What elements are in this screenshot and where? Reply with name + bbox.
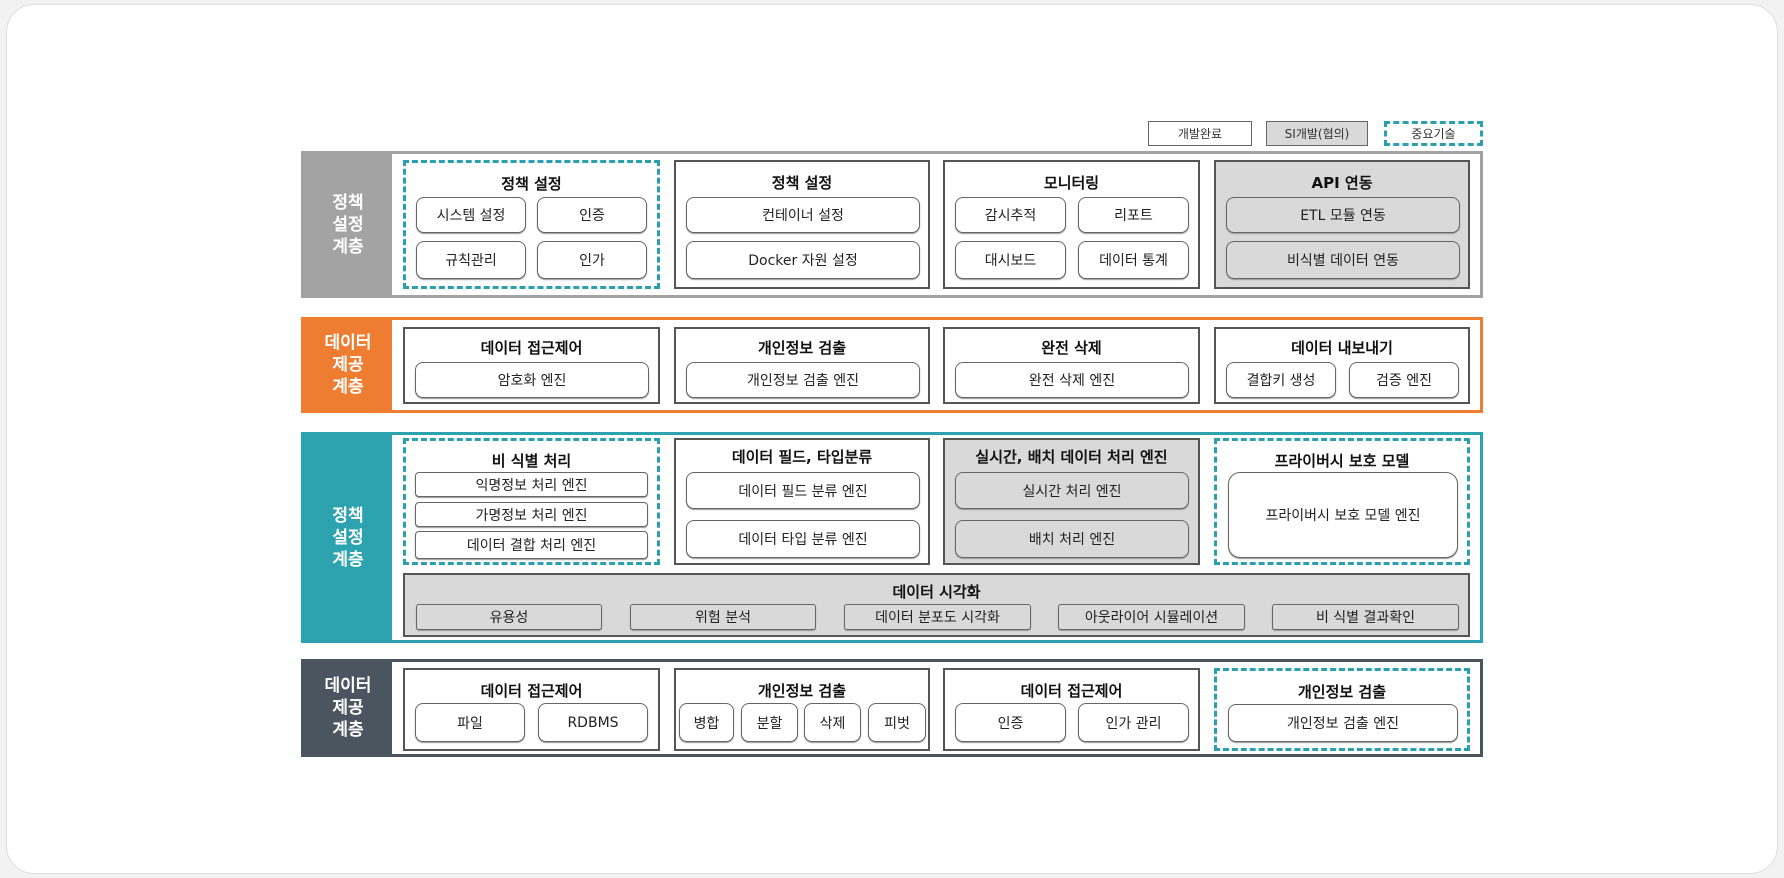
group-title: 데이터 접근제어 <box>480 339 583 357</box>
authorization-button[interactable]: 인가 <box>537 241 647 279</box>
layer-label: 데이터 제공 계층 <box>304 662 392 754</box>
deid-data-button[interactable]: 비식별 데이터 연동 <box>1226 241 1460 279</box>
complete-delete-group: 완전 삭제 완전 삭제 엔진 <box>943 327 1200 404</box>
data-export-group: 데이터 내보내기 결합키 생성 검증 엔진 <box>1214 327 1470 404</box>
layer-label: 정책 설정 계층 <box>304 435 392 640</box>
group-title: API 연동 <box>1311 174 1373 192</box>
pii-detect-group: 개인정보 검출 개인정보 검출 엔진 <box>674 327 930 404</box>
layer-label: 데이터 제공 계층 <box>304 320 392 410</box>
api-integration-group: API 연동 ETL 모듈 연동 비식별 데이터 연동 <box>1214 160 1470 289</box>
group-title: 비 식별 처리 <box>491 452 572 470</box>
verify-engine-button[interactable]: 검증 엔진 <box>1349 362 1459 398</box>
auth-button-2[interactable]: 인증 <box>955 703 1066 742</box>
layer-label: 정책 설정 계층 <box>304 154 392 295</box>
field-classify-button[interactable]: 데이터 필드 분류 엔진 <box>686 472 920 509</box>
pii-engine-button[interactable]: 개인정보 검출 엔진 <box>686 362 920 398</box>
container-setting-button[interactable]: 컨테이너 설정 <box>686 197 920 233</box>
data-join-engine-button[interactable]: 데이터 결합 처리 엔진 <box>415 531 648 559</box>
group-title: 데이터 접근제어 <box>480 682 583 700</box>
authorization-management-button[interactable]: 인가 관리 <box>1078 703 1189 742</box>
split-button[interactable]: 분할 <box>741 703 798 742</box>
group-title: 데이터 접근제어 <box>1020 682 1123 700</box>
deid-processing-group: 비 식별 처리 익명정보 처리 엔진 가명정보 처리 엔진 데이터 결합 처리 … <box>403 438 660 565</box>
group-title: 프라이버시 보호 모델 <box>1274 452 1410 470</box>
pseudonym-engine-button[interactable]: 가명정보 처리 엔진 <box>415 502 648 527</box>
batch-engine-button[interactable]: 배치 처리 엔진 <box>955 520 1189 558</box>
group-title: 모니터링 <box>1043 174 1100 192</box>
etl-module-button[interactable]: ETL 모듈 연동 <box>1226 197 1460 233</box>
usability-button[interactable]: 유용성 <box>416 604 602 630</box>
delete-engine-button[interactable]: 완전 삭제 엔진 <box>955 362 1189 398</box>
group-title: 개인정보 검출 <box>1297 683 1387 701</box>
monitoring-group: 모니터링 감시추적 리포트 대시보드 데이터 통계 <box>943 160 1200 289</box>
risk-analysis-button[interactable]: 위험 분석 <box>630 604 816 630</box>
pii-detect-group-2: 개인정보 검출 병합 분할 삭제 피벗 <box>674 668 930 751</box>
group-title: 데이터 필드, 타입분류 <box>731 448 873 466</box>
system-setting-button[interactable]: 시스템 설정 <box>416 197 526 233</box>
group-title: 정책 설정 <box>501 175 562 193</box>
group-title: 데이터 내보내기 <box>1291 339 1393 357</box>
group-title: 개인정보 검출 <box>757 339 847 357</box>
merge-button[interactable]: 병합 <box>679 703 734 742</box>
data-access-group: 데이터 접근제어 암호화 엔진 <box>403 327 660 404</box>
file-button[interactable]: 파일 <box>415 703 525 742</box>
rule-management-button[interactable]: 규칙관리 <box>416 241 526 279</box>
dashboard-button[interactable]: 대시보드 <box>955 241 1066 279</box>
rdbms-button[interactable]: RDBMS <box>538 703 648 742</box>
deid-result-button[interactable]: 비 식별 결과확인 <box>1272 604 1459 630</box>
distribution-viz-button[interactable]: 데이터 분포도 시각화 <box>844 604 1031 630</box>
data-access-group-3: 데이터 접근제어 인증 인가 관리 <box>943 668 1200 751</box>
pii-detect-key-group: 개인정보 검출 개인정보 검출 엔진 <box>1214 668 1470 751</box>
audit-trail-button[interactable]: 감시추적 <box>955 197 1066 233</box>
group-title: 실시간, 배치 데이터 처리 엔진 <box>975 448 1168 466</box>
legend-done: 개발완료 <box>1148 121 1252 146</box>
policy-setting-key-group: 정책 설정 시스템 설정 인증 규칙관리 인가 <box>403 160 660 289</box>
field-type-group: 데이터 필드, 타입분류 데이터 필드 분류 엔진 데이터 타입 분류 엔진 <box>674 438 930 565</box>
legend-si: SI개발(협의) <box>1266 121 1368 146</box>
pii-engine-button-2[interactable]: 개인정보 검출 엔진 <box>1228 704 1458 742</box>
group-title: 개인정보 검출 <box>757 682 847 700</box>
auth-button[interactable]: 인증 <box>537 197 647 233</box>
docker-resource-button[interactable]: Docker 자원 설정 <box>686 241 920 279</box>
pivot-button[interactable]: 피벗 <box>868 703 926 742</box>
realtime-batch-group: 실시간, 배치 데이터 처리 엔진 실시간 처리 엔진 배치 처리 엔진 <box>943 438 1200 565</box>
data-access-group-2: 데이터 접근제어 파일 RDBMS <box>403 668 660 751</box>
group-title: 정책 설정 <box>771 174 833 192</box>
legend-key: 중요기술 <box>1384 121 1483 146</box>
privacy-engine-button[interactable]: 프라이버시 보호 모델 엔진 <box>1228 472 1458 558</box>
join-key-button[interactable]: 결합키 생성 <box>1226 362 1336 398</box>
privacy-model-group: 프라이버시 보호 모델 프라이버시 보호 모델 엔진 <box>1214 438 1470 565</box>
delete-button[interactable]: 삭제 <box>804 703 861 742</box>
anonymous-engine-button[interactable]: 익명정보 처리 엔진 <box>415 472 648 497</box>
group-title: 데이터 시각화 <box>892 583 981 601</box>
type-classify-button[interactable]: 데이터 타입 분류 엔진 <box>686 520 920 558</box>
outlier-sim-button[interactable]: 아웃라이어 시뮬레이션 <box>1058 604 1245 630</box>
realtime-engine-button[interactable]: 실시간 처리 엔진 <box>955 472 1189 509</box>
data-visualization-group: 데이터 시각화 유용성 위험 분석 데이터 분포도 시각화 아웃라이어 시뮬레이… <box>403 573 1470 637</box>
data-statistics-button[interactable]: 데이터 통계 <box>1078 241 1189 279</box>
policy-setting-group: 정책 설정 컨테이너 설정 Docker 자원 설정 <box>674 160 930 289</box>
report-button[interactable]: 리포트 <box>1078 197 1189 233</box>
encryption-engine-button[interactable]: 암호화 엔진 <box>415 362 649 398</box>
group-title: 완전 삭제 <box>1041 339 1102 357</box>
